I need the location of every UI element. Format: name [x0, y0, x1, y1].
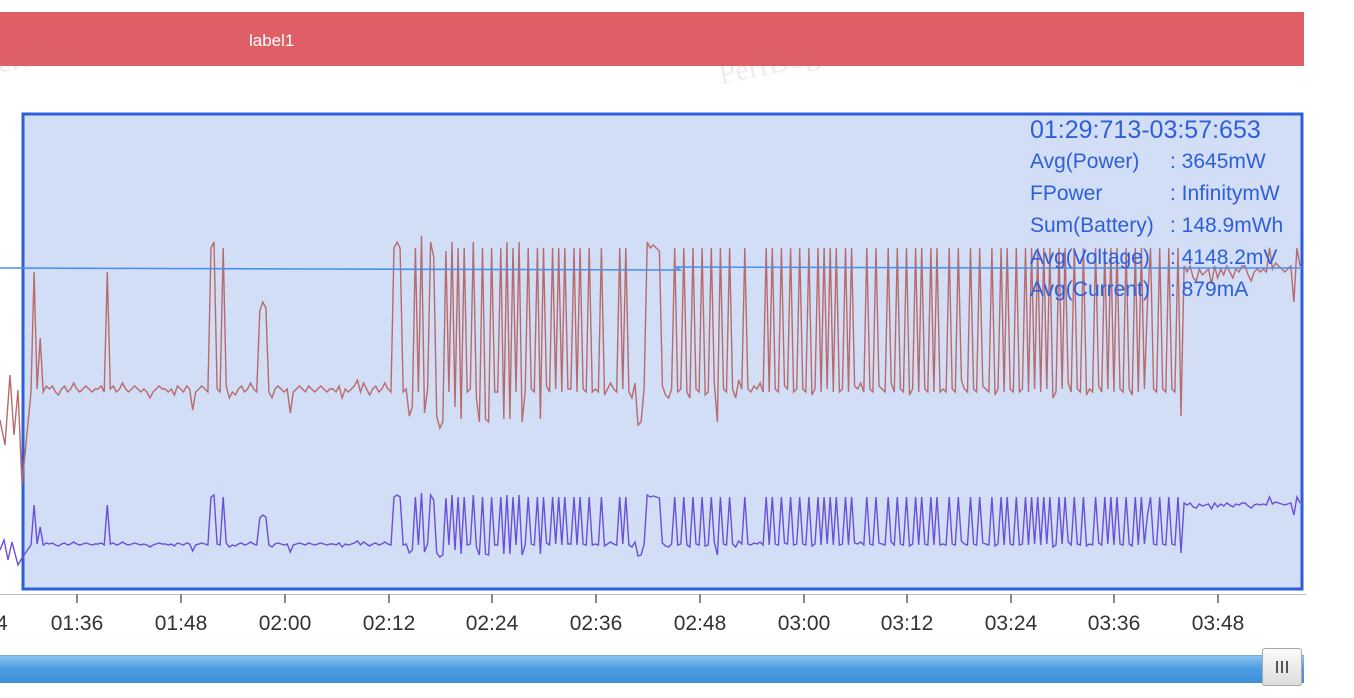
series-line-current — [0, 492, 1301, 567]
stat-key: Avg(Current) — [1030, 278, 1150, 301]
x-tick-label: 03:36 — [1087, 612, 1141, 635]
timeline-scrollbar[interactable] — [0, 655, 1304, 683]
x-tick-label: 02:24 — [465, 612, 519, 635]
x-axis: 4 01:36 01:48 02:00 02:12 02:24 02:36 02:48 03:0… — [0, 592, 1310, 637]
stat-key: Avg(Power) — [1030, 150, 1140, 173]
x-tick-mark — [180, 594, 182, 603]
stat-value: : 3645mW — [1170, 150, 1266, 173]
stat-row: Avg(Current) : 879mA — [1030, 274, 1310, 306]
stat-key: Sum(Battery) — [1030, 214, 1154, 237]
x-tick-mark — [284, 594, 286, 603]
power-chart[interactable] — [0, 90, 1310, 610]
stat-row: Avg(Voltage) : 4148.2mV — [1030, 242, 1310, 274]
stat-value: : 879mA — [1170, 278, 1249, 301]
series-line-voltage — [0, 266, 1302, 271]
x-tick-mark — [76, 594, 78, 603]
x-tick-label: 02:36 — [569, 612, 623, 635]
x-tick-label: 4 — [0, 612, 8, 635]
x-tick-mark — [699, 594, 701, 603]
stat-value: : 148.9mWh — [1170, 214, 1284, 237]
x-tick-label: 02:12 — [362, 612, 416, 635]
x-tick-mark — [1113, 594, 1115, 603]
x-tick-label: 03:48 — [1191, 612, 1245, 635]
x-tick-label: 03:24 — [984, 612, 1038, 635]
stat-key: FPower — [1030, 182, 1103, 205]
x-tick-label: 01:36 — [50, 612, 104, 635]
x-axis-line — [0, 594, 1306, 595]
label-title: label1 — [249, 31, 295, 50]
x-tick-mark — [388, 594, 390, 603]
stat-value: : 4148.2mV — [1170, 246, 1278, 269]
x-tick-label: 03:12 — [880, 612, 934, 635]
x-tick-label: 02:48 — [673, 612, 727, 635]
x-tick-label: 02:00 — [258, 612, 312, 635]
stat-row: Sum(Battery) : 148.9mWh — [1030, 210, 1310, 242]
x-tick-mark — [906, 594, 908, 603]
stat-row: FPower : InfinitymW — [1030, 178, 1310, 210]
series-line-power — [0, 235, 1301, 486]
x-tick-mark — [803, 594, 805, 603]
grip-icon — [1276, 661, 1288, 673]
x-tick-mark — [595, 594, 597, 603]
selection-rect[interactable] — [21, 112, 1304, 591]
stat-value: : InfinitymW — [1170, 182, 1280, 205]
stat-row: Avg(Power) : 3645mW — [1030, 146, 1310, 178]
label-bar[interactable] — [0, 12, 1304, 66]
x-tick-mark — [1217, 594, 1219, 603]
x-tick-label: 03:00 — [777, 612, 831, 635]
x-tick-mark — [491, 594, 493, 603]
x-tick-label: 01:48 — [154, 612, 208, 635]
scrollbar-handle[interactable] — [1262, 648, 1302, 686]
selection-info: 01:29:713-03:57:653 Avg(Power) : 3645mW … — [1030, 114, 1310, 306]
selection-range: 01:29:713-03:57:653 — [1030, 116, 1261, 144]
x-tick-mark — [1010, 594, 1012, 603]
chart-svg[interactable] — [0, 90, 1310, 610]
stat-key: Avg(Voltage) — [1030, 246, 1150, 269]
